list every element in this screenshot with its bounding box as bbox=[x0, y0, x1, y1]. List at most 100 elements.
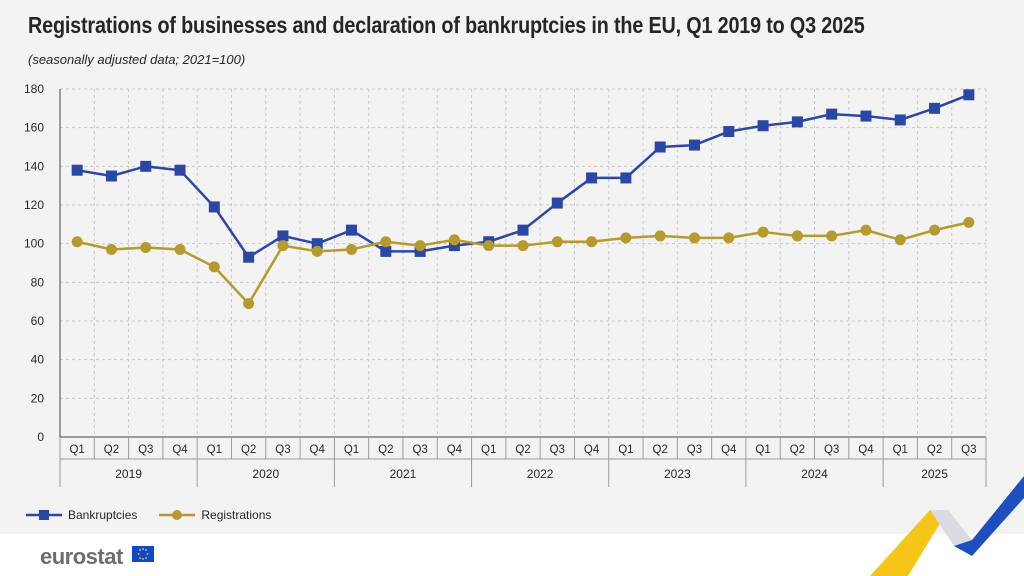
eurostat-logo: eurostat bbox=[40, 544, 123, 569]
data-point-registrations bbox=[826, 230, 838, 242]
data-point-bankruptcies bbox=[243, 251, 255, 263]
y-tick-label: 60 bbox=[31, 314, 45, 328]
chart-title: Registrations of businesses and declarat… bbox=[28, 12, 865, 38]
y-tick-label: 100 bbox=[24, 237, 44, 251]
x-tick-label-year: 2020 bbox=[252, 467, 279, 481]
data-point-bankruptcies bbox=[654, 141, 666, 153]
data-point-registrations bbox=[757, 226, 769, 238]
data-point-bankruptcies bbox=[174, 164, 186, 176]
x-tick-label-quarter: Q2 bbox=[104, 444, 119, 456]
data-point-registrations bbox=[174, 243, 186, 255]
legend-item-registrations: Registrations bbox=[159, 508, 271, 522]
data-point-bankruptcies bbox=[105, 170, 117, 182]
x-tick-label-quarter: Q2 bbox=[241, 444, 256, 456]
y-tick-label: 120 bbox=[24, 198, 44, 212]
y-tick-label: 140 bbox=[24, 159, 44, 173]
legend-item-bankruptcies: Bankruptcies bbox=[26, 508, 137, 522]
data-point-registrations bbox=[620, 232, 632, 244]
x-tick-label-year: 2023 bbox=[664, 467, 691, 481]
x-tick-label-quarter: Q3 bbox=[412, 444, 427, 456]
data-point-bankruptcies bbox=[894, 114, 906, 126]
data-point-registrations bbox=[860, 224, 872, 236]
data-point-bankruptcies bbox=[346, 224, 358, 236]
data-point-registrations bbox=[105, 243, 117, 255]
data-point-bankruptcies bbox=[723, 126, 735, 138]
y-tick-label: 160 bbox=[24, 121, 44, 135]
x-tick-label-quarter: Q1 bbox=[207, 444, 222, 456]
data-point-bankruptcies bbox=[414, 245, 426, 257]
eu-flag-icon bbox=[132, 546, 154, 562]
x-tick-label-quarter: Q4 bbox=[172, 444, 188, 456]
data-point-registrations bbox=[380, 236, 392, 248]
data-point-registrations bbox=[791, 230, 803, 242]
y-tick-label: 20 bbox=[31, 391, 45, 405]
data-point-registrations bbox=[551, 236, 563, 248]
data-point-bankruptcies bbox=[963, 89, 975, 101]
x-tick-label-quarter: Q1 bbox=[344, 444, 359, 456]
x-tick-label-quarter: Q3 bbox=[687, 444, 702, 456]
data-point-bankruptcies bbox=[517, 224, 529, 236]
chart-subtitle: (seasonally adjusted data; 2021=100) bbox=[28, 52, 246, 67]
x-tick-label-quarter: Q3 bbox=[961, 444, 976, 456]
data-point-bankruptcies bbox=[620, 172, 632, 184]
data-point-registrations bbox=[929, 224, 941, 236]
x-tick-label-quarter: Q1 bbox=[618, 444, 633, 456]
data-point-registrations bbox=[894, 234, 906, 246]
data-point-registrations bbox=[277, 240, 289, 252]
legend: Bankruptcies Registrations bbox=[26, 508, 271, 522]
data-point-registrations bbox=[414, 240, 426, 252]
data-point-registrations bbox=[311, 245, 323, 257]
data-point-registrations bbox=[346, 243, 358, 255]
x-tick-label-year: 2024 bbox=[801, 467, 828, 481]
data-point-registrations bbox=[208, 261, 220, 273]
x-tick-label-quarter: Q1 bbox=[481, 444, 496, 456]
data-point-registrations bbox=[483, 240, 495, 252]
x-tick-label-quarter: Q2 bbox=[927, 444, 942, 456]
x-tick-label-year: 2019 bbox=[115, 467, 142, 481]
footer-band bbox=[0, 534, 1024, 576]
data-point-bankruptcies bbox=[380, 245, 392, 257]
data-point-bankruptcies bbox=[448, 240, 460, 252]
y-tick-label: 40 bbox=[31, 353, 45, 367]
data-point-bankruptcies bbox=[688, 139, 700, 151]
data-point-registrations bbox=[654, 230, 666, 242]
x-tick-label-quarter: Q4 bbox=[858, 444, 874, 456]
data-point-bankruptcies bbox=[71, 164, 83, 176]
decorative-chevron-graphic bbox=[870, 476, 1024, 576]
data-point-bankruptcies bbox=[311, 238, 323, 250]
x-tick-label-quarter: Q4 bbox=[310, 444, 326, 456]
x-tick-label-quarter: Q3 bbox=[550, 444, 565, 456]
legend-label-registrations: Registrations bbox=[201, 508, 272, 522]
x-tick-label-quarter: Q4 bbox=[447, 444, 463, 456]
x-tick-label-year: 2022 bbox=[527, 467, 554, 481]
data-point-registrations bbox=[71, 236, 83, 248]
data-point-bankruptcies bbox=[757, 120, 769, 132]
y-tick-label: 80 bbox=[31, 275, 45, 289]
x-tick-label-quarter: Q1 bbox=[755, 444, 770, 456]
data-point-registrations bbox=[448, 234, 460, 246]
y-tick-label: 0 bbox=[37, 430, 44, 444]
x-tick-label-quarter: Q2 bbox=[653, 444, 668, 456]
data-point-bankruptcies bbox=[929, 102, 941, 114]
x-tick-label-quarter: Q2 bbox=[515, 444, 530, 456]
data-point-registrations bbox=[586, 236, 598, 248]
data-point-registrations bbox=[140, 242, 152, 254]
x-tick-label-quarter: Q4 bbox=[584, 444, 600, 456]
legend-label-bankruptcies: Bankruptcies bbox=[68, 508, 138, 522]
x-tick-label-quarter: Q2 bbox=[378, 444, 393, 456]
line-chart: 0 20 40 60 80 100 120 140 160 180 Q1 Q2 Q3 Q4 Q1 Q2 Q3 Q4… bbox=[24, 82, 987, 487]
x-tick-label-quarter: Q2 bbox=[790, 444, 805, 456]
data-point-bankruptcies bbox=[277, 230, 289, 242]
data-point-bankruptcies bbox=[140, 160, 152, 172]
data-point-bankruptcies bbox=[826, 108, 838, 120]
y-tick-label: 180 bbox=[24, 82, 44, 96]
x-tick-label-quarter: Q1 bbox=[69, 444, 84, 456]
x-tick-label-quarter: Q3 bbox=[824, 444, 839, 456]
data-point-bankruptcies bbox=[586, 172, 598, 184]
x-tick-label-year: 2025 bbox=[921, 467, 948, 481]
data-point-registrations bbox=[723, 232, 735, 244]
data-point-registrations bbox=[688, 232, 700, 244]
data-point-registrations bbox=[243, 298, 255, 310]
legend-swatch-bankruptcies bbox=[26, 510, 62, 520]
x-tick-label-quarter: Q4 bbox=[721, 444, 737, 456]
